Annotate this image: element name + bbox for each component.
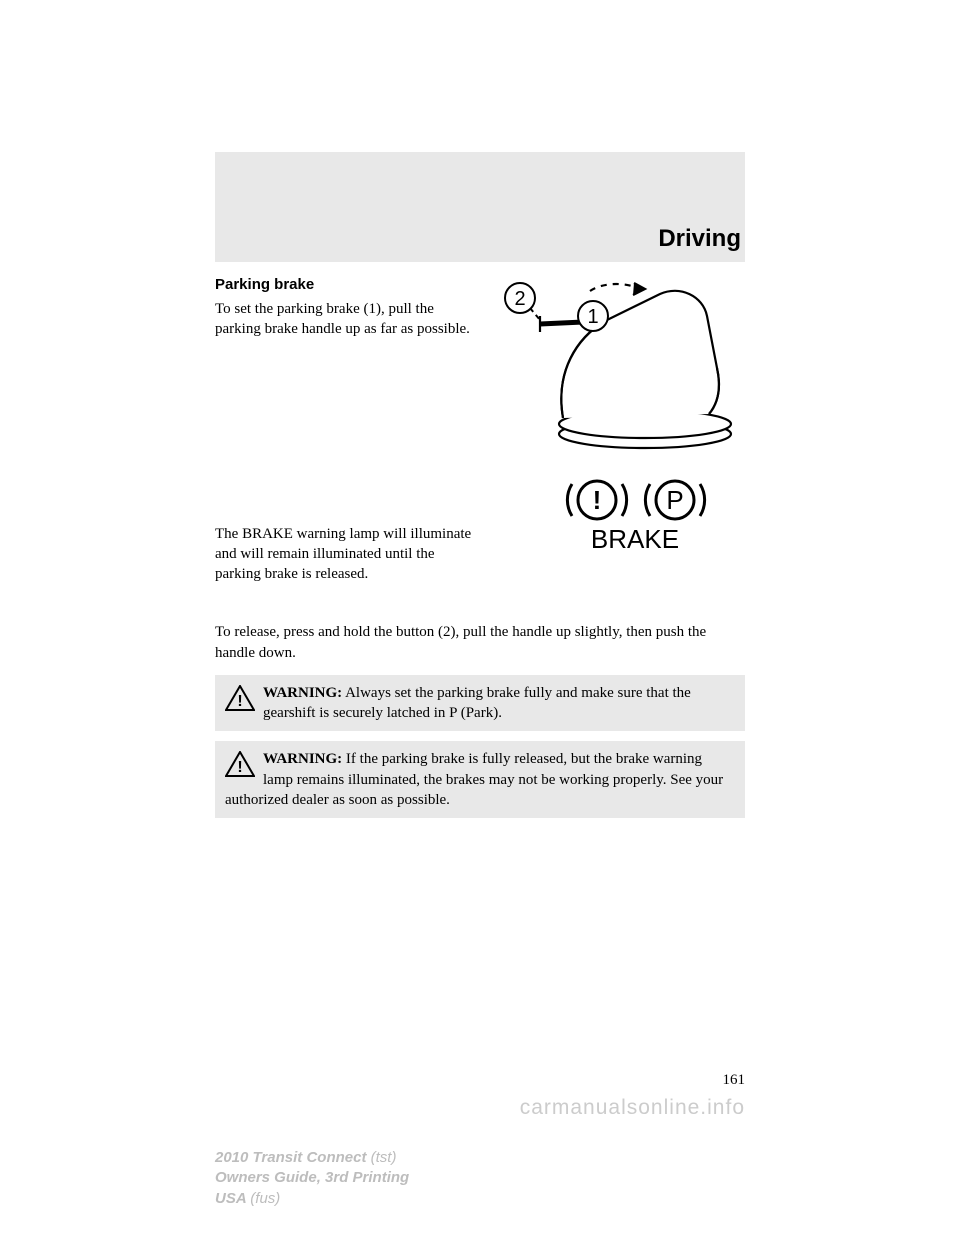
paragraph-set-brake: To set the parking brake (1), pull the p… <box>215 299 480 340</box>
footer-block: 2010 Transit Connect (tst) Owners Guide,… <box>215 1148 409 1209</box>
parking-brake-lever-diagram: 1 2 <box>485 276 745 456</box>
page-number: 161 <box>723 1072 746 1089</box>
footer-line1-bold: 2010 Transit Connect <box>215 1149 371 1166</box>
warning-1-label: WARNING: <box>263 685 342 701</box>
warning-triangle-icon: ! <box>225 685 255 711</box>
brake-warning-symbol: ! P BRAKE <box>555 474 715 554</box>
paragraph-warning-lamp: The BRAKE warning lamp will illuminate a… <box>215 524 480 585</box>
footer-line3-bold: USA <box>215 1190 250 1207</box>
footer-line3-code: (fus) <box>250 1190 280 1207</box>
svg-text:!: ! <box>237 693 242 710</box>
svg-text:!: ! <box>237 759 242 776</box>
callout-2-label: 2 <box>514 288 525 310</box>
brake-symbol-p: P <box>666 485 683 515</box>
page-content-area: Driving Parking brake To set the parking… <box>215 152 745 704</box>
section-title: Driving <box>658 225 745 253</box>
brake-symbol-text: BRAKE <box>591 524 679 554</box>
footer-line1-code: (tst) <box>371 1149 397 1166</box>
watermark-text: carmanualsonline.info <box>520 1096 745 1120</box>
warning-box-2: ! WARNING: If the parking brake is fully… <box>215 741 745 818</box>
callout-1-label: 1 <box>587 306 598 328</box>
warning-triangle-icon: ! <box>225 751 255 777</box>
brake-symbol-exclaim: ! <box>593 485 602 515</box>
body-content: Parking brake To set the parking brake (… <box>215 276 745 818</box>
paragraph-release: To release, press and hold the button (2… <box>215 622 745 663</box>
footer-line2: Owners Guide, 3rd Printing <box>215 1169 409 1186</box>
warning-2-label: WARNING: <box>263 751 342 767</box>
warning-box-1: ! WARNING: Always set the parking brake … <box>215 675 745 732</box>
